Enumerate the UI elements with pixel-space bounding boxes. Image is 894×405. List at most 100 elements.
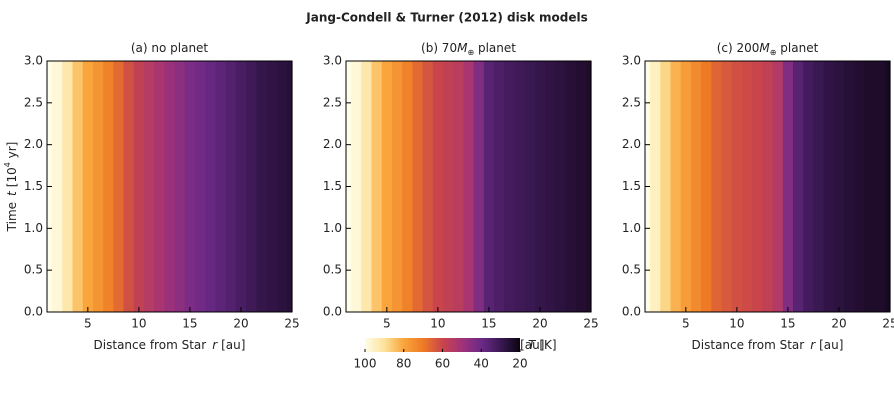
heat-cell [235,61,247,312]
heat-cell [575,61,587,312]
text-part: (b) 70 [421,41,457,55]
heat-cell [174,61,186,312]
heat-cell [391,61,403,312]
x-tick-label: 25 [284,317,299,331]
heat-cell [793,61,804,312]
heat-cell [402,61,413,312]
heat-cell [731,61,743,312]
y-tick-label: 1.0 [622,221,641,235]
x-tick-label: 20 [233,317,248,331]
heat-cell [442,61,454,312]
x-tick-label: 10 [430,317,445,331]
heat-cell [381,61,393,312]
heat-cell [504,61,516,312]
heat-cell [782,61,794,312]
heat-cell [215,61,227,312]
text-part: r [810,338,816,352]
heat-cell [123,61,135,312]
text-part: M [759,41,770,55]
colorbar-tick-label: 80 [396,357,411,371]
y-tick-label: 2.0 [323,137,342,151]
x-tick-label: 20 [831,317,846,331]
heat-cell [103,61,114,312]
heat-cell [276,61,288,312]
text-part: (c) 200 [717,41,760,55]
heat-cell [256,61,268,312]
text-part: planet [474,41,516,55]
colorbar-tick-label: 60 [435,357,450,371]
y-tick-label: 0.5 [24,263,43,277]
heat-cell [133,61,145,312]
heat-cell [422,61,434,312]
heat-cell [741,61,753,312]
heat-cell [823,61,835,312]
heat-cell [266,61,278,312]
text-part: Distance from Star [692,338,805,352]
heat-cell [494,61,505,312]
heat-cell [412,61,424,312]
heat-cell [884,61,891,312]
colorbar-tick-label: 100 [354,357,377,371]
text-part: ⊕ [467,48,474,57]
heat-cell [371,61,383,312]
heat-cell [483,61,495,312]
heat-cell [473,61,485,312]
x-tick-label: 25 [583,317,598,331]
x-tick-label: 5 [383,317,391,331]
text-part: [K] [539,338,556,352]
heat-cell [670,61,682,312]
x-tick-label: 5 [682,317,690,331]
x-tick-label: 10 [729,317,744,331]
y-tick-label: 0.0 [323,305,342,319]
heat-cell [585,61,592,312]
heat-cell [143,61,155,312]
text-part: T [528,338,537,352]
y-tick-label: 1.5 [24,179,43,193]
x-tick-label: 10 [131,317,146,331]
panel-title: (b) 70M⊕ planet [421,41,516,57]
y-axis-label: Time t [104 yr] [3,142,19,233]
heat-cell [205,61,217,312]
y-tick-label: 3.0 [622,54,641,68]
figure-title: Jang-Condell & Turner (2012) disk models [305,11,587,25]
x-tick-label: 15 [182,317,197,331]
x-tick-label: 20 [532,317,547,331]
heat-cell [555,61,567,312]
y-tick-label: 1.5 [622,179,641,193]
x-tick-label: 15 [481,317,496,331]
panel-title: (c) 200M⊕ planet [717,41,819,57]
heat-cell [246,61,257,312]
text-part: M [457,41,468,55]
y-tick-label: 2.5 [24,95,43,109]
y-tick-label: 0.5 [622,263,641,277]
y-tick-label: 3.0 [323,54,342,68]
heat-cell [225,61,237,312]
heat-cell [463,61,475,312]
y-tick-label: 1.5 [323,179,342,193]
text-part: r [212,338,218,352]
y-tick-label: 0.5 [323,263,342,277]
x-tick-label: 25 [882,317,894,331]
heat-cell [92,61,104,312]
text-part: [10 [5,167,19,187]
x-axis-label: Distance from Star r[au] [692,338,844,352]
heat-cell [854,61,866,312]
heat-cell [721,61,733,312]
y-tick-label: 2.0 [622,137,641,151]
y-tick-label: 1.0 [323,221,342,235]
heat-cell [711,61,723,312]
heat-cell [772,61,784,312]
heat-cell [361,61,373,312]
heat-cell [195,61,206,312]
heat-cell [803,61,815,312]
colorbar-tick-label: 20 [512,357,527,371]
x-tick-label: 5 [84,317,92,331]
heat-cell [432,61,444,312]
heat-cell [524,61,536,312]
y-tick-label: 3.0 [24,54,43,68]
heat-cell [650,61,661,312]
heat-cell [813,61,825,312]
colorbar-label: T [K] [528,338,557,352]
